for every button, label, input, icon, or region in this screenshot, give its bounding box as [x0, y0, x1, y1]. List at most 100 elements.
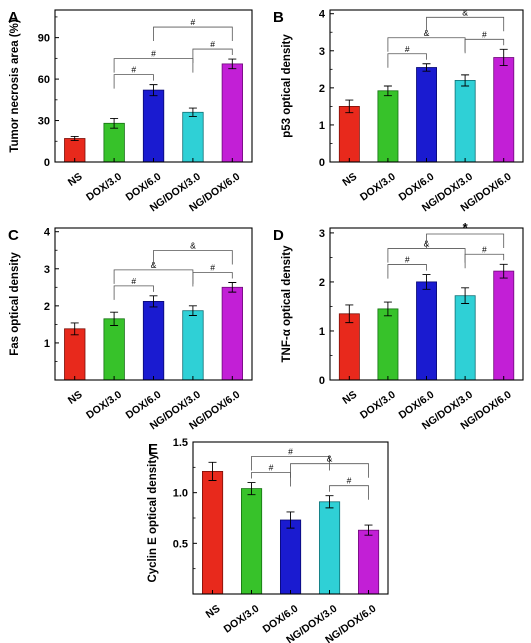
significance-bracket: [113, 269, 194, 284]
significance-symbol: #: [405, 44, 410, 54]
bar-dox-6-0: [416, 67, 438, 163]
significance-bracket: [387, 248, 466, 263]
error-bar: [70, 322, 79, 336]
significance-symbol: #: [288, 447, 293, 457]
error-bar: [422, 274, 431, 290]
significance-bracket: [387, 53, 427, 68]
y-tick-label: 1: [44, 338, 50, 350]
error-bar: [461, 287, 470, 304]
significance-bracket: [426, 16, 505, 32]
y-tick-label: 2: [319, 277, 325, 289]
bar-dox-3-0: [240, 488, 263, 595]
y-tick-label: 30: [38, 116, 50, 128]
significance-bracket: [290, 463, 369, 478]
significance-bracket: [113, 74, 154, 89]
y-tick-label: 1: [319, 326, 325, 338]
y-axis-title: TNF-α optical density: [281, 245, 293, 363]
error-bar: [110, 118, 119, 129]
y-tick-label: 60: [38, 74, 50, 86]
error-bar: [286, 511, 295, 529]
significance-bracket: [387, 264, 427, 279]
error-bar: [208, 461, 217, 481]
error-bar: [228, 58, 237, 70]
error-bar: [499, 48, 508, 67]
x-tick-label: DOX/3.0: [84, 171, 124, 204]
significance-symbol: #: [347, 476, 352, 486]
x-tick-label: DOX/3.0: [358, 389, 398, 422]
bar-ns: [338, 313, 360, 381]
error-bar: [364, 524, 373, 536]
y-tick-label: 3: [44, 264, 50, 276]
significance-symbol: &: [190, 240, 196, 250]
bar-dox-6-0: [279, 519, 302, 595]
error-bar: [325, 495, 334, 509]
panel-B: B01234NSDOX/3.0DOX/6.0NG/DOX/3.0NG/DOX/6…: [273, 7, 524, 214]
y-tick-label: 4: [319, 9, 326, 21]
bar-ns: [201, 470, 224, 595]
y-axis-title: Tumor necrosis area (%): [9, 19, 21, 153]
x-tick-label: DOX/3.0: [84, 389, 124, 422]
significance-bracket: [192, 48, 233, 64]
y-tick-label: 2: [44, 301, 50, 313]
x-tick-label: NS: [340, 389, 359, 407]
panel-letter: E: [148, 441, 158, 458]
panel-letter: B: [273, 9, 284, 26]
panel-E: E0.51.01.5NS DOX/3.0 DOX/6.0NG/DOX/3.0NG/D…: [147, 437, 389, 643]
error-bar: [345, 304, 354, 324]
bar-ng-dox-3-0: [454, 295, 476, 381]
significance-symbol: &: [424, 28, 430, 38]
error-bar: [149, 84, 158, 97]
bar-dox-6-0: [142, 300, 165, 381]
panel-letter: A: [8, 9, 19, 26]
significance-bracket: [251, 472, 291, 487]
significance-symbol: #: [131, 65, 136, 75]
y-tick-label: 1.5: [173, 437, 188, 449]
significance-symbol: &: [327, 454, 333, 464]
error-bar: [383, 85, 392, 97]
significance-bracket: [153, 26, 233, 42]
y-tick-label: 0: [319, 157, 325, 169]
x-tick-label: DOX/3.0: [358, 171, 398, 204]
bar-dox-3-0: [377, 90, 399, 163]
y-axis-title: Cyclin E optical density: [147, 453, 159, 583]
bar-dox-3-0: [103, 318, 125, 381]
bar-ng-dox-6-0: [493, 57, 515, 163]
panel-letter: D: [273, 227, 284, 244]
bar-ns: [338, 106, 360, 163]
y-axis-title: Fas optical density: [9, 252, 21, 356]
bar-ng-dox-6-0: [357, 529, 380, 595]
bar-dox-6-0: [416, 281, 438, 381]
significance-bracket: [464, 38, 505, 54]
y-tick-label: 90: [38, 33, 50, 45]
bar-ns: [64, 328, 86, 381]
significance-symbol: #: [210, 262, 215, 272]
bar-ng-dox-3-0: [182, 310, 204, 381]
error-bar: [228, 282, 237, 293]
significance-symbol: #: [405, 255, 410, 265]
bar-ng-dox-3-0: [318, 501, 341, 595]
significance-symbol: &: [462, 7, 468, 17]
panel-D: D0123NSDOX/3.0DOX/6.0NG/DOX/3.0NG/DOX/6.…: [273, 220, 524, 432]
y-tick-label: 1.0: [173, 488, 188, 500]
significance-bracket: [329, 485, 369, 500]
error-bar: [499, 263, 508, 279]
bar-ng-dox-6-0: [221, 63, 244, 163]
error-bar: [70, 135, 79, 142]
y-tick-label: 0: [319, 375, 325, 387]
y-tick-label: 4: [44, 227, 51, 239]
significance-bracket: [113, 285, 154, 300]
significance-bracket: [387, 37, 466, 52]
error-bar: [345, 99, 354, 114]
bar-ng-dox-6-0: [221, 286, 244, 381]
error-bar: [247, 482, 256, 496]
bar-dox-6-0: [142, 89, 165, 163]
x-tick-label: NS: [66, 171, 85, 189]
bar-ng-dox-3-0: [182, 111, 204, 163]
significance-bracket: [113, 58, 194, 73]
bar-dox-3-0: [103, 122, 125, 163]
error-bar: [461, 74, 470, 87]
y-axis-title: p53 optical density: [281, 34, 293, 138]
